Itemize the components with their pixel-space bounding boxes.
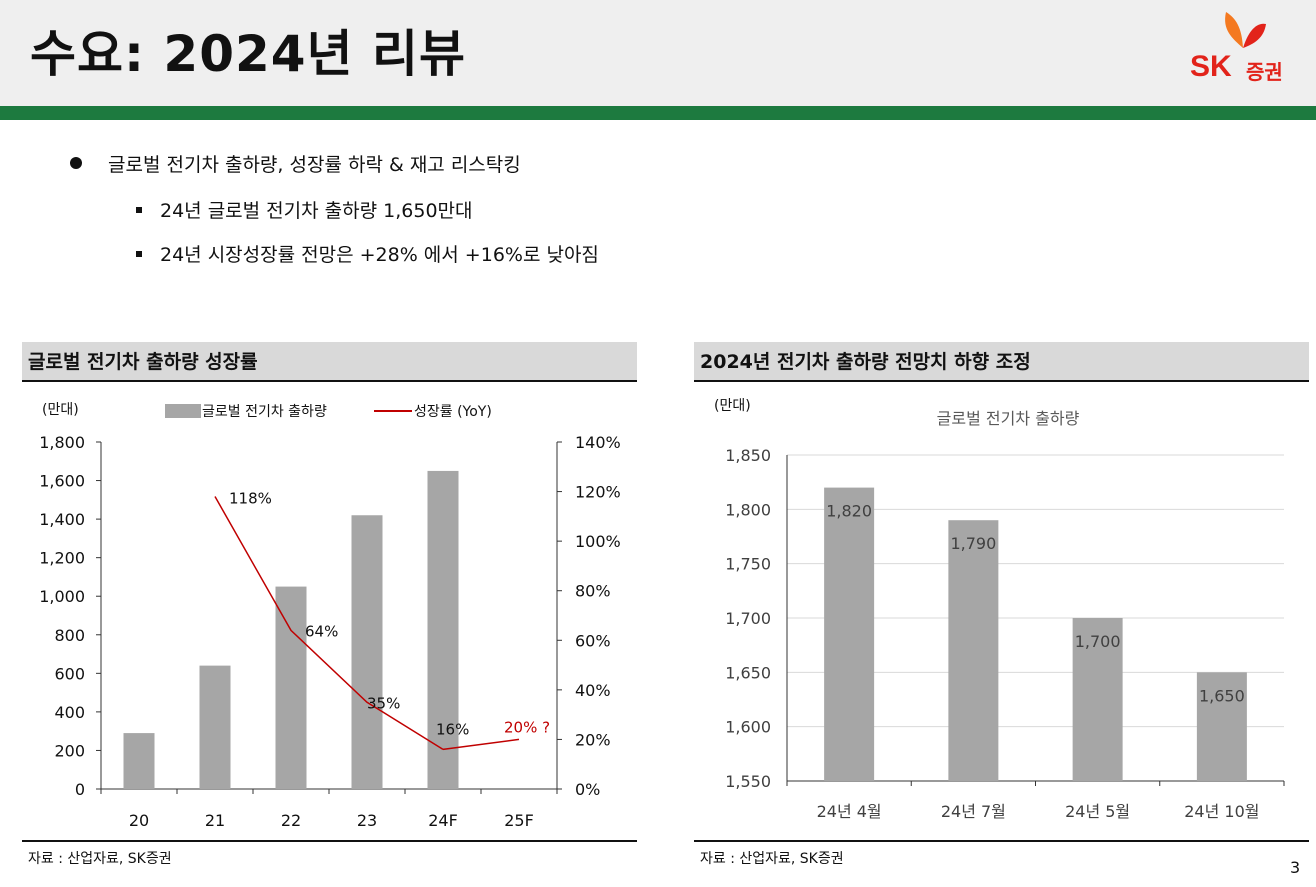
growth-data-label: 20% ?	[504, 718, 550, 736]
bullet-dot-icon	[70, 157, 82, 169]
bullet-sub: 24년 시장성장률 전망은 +28% 에서 +16%로 낮아짐	[136, 240, 599, 267]
shipment-bar	[427, 470, 459, 789]
bullet-main-text: 글로벌 전기차 출하량, 성장률 하락 & 재고 리스탁킹	[108, 154, 521, 176]
x-tick-label: 23	[357, 811, 377, 830]
forecast-bar	[1072, 618, 1123, 781]
left-panel-header: 글로벌 전기차 출하량 성장률	[22, 342, 637, 382]
y-tick-label: 1,800	[725, 500, 771, 519]
left-y-tick-label: 1,600	[39, 472, 85, 491]
bullet-square-icon	[136, 251, 142, 257]
x-tick-label: 24년 4월	[817, 802, 882, 821]
forecast-revision-chart: (만대) 글로벌 전기차 출하량 1,550 1,600 1,650 1,700 1,750…	[714, 398, 1285, 821]
bullet-sub-text: 24년 글로벌 전기차 출하량 1,650만대	[160, 200, 473, 222]
butterfly-icon	[1225, 12, 1266, 48]
forecast-bar	[824, 487, 875, 781]
growth-line	[214, 496, 444, 750]
bullet-sub-text: 24년 시장성장률 전망은 +28% 에서 +16%로 낮아짐	[160, 244, 599, 266]
right-y-tick-label: 80%	[575, 582, 611, 601]
growth-data-label: 64%	[305, 622, 338, 640]
left-y-tick-label: 800	[54, 626, 85, 645]
right-y-tick-label: 120%	[575, 483, 621, 502]
left-y-tick-label: 0	[75, 780, 85, 799]
header-bar	[0, 0, 1316, 106]
bullet-main: 글로벌 전기차 출하량, 성장률 하락 & 재고 리스탁킹	[70, 150, 521, 177]
logo-sk-text: SK	[1190, 50, 1232, 83]
x-tick-label: 24년 10월	[1184, 802, 1259, 821]
right-y-tick-label: 0%	[575, 780, 600, 799]
y-tick-label: 1,600	[725, 718, 771, 737]
left-y-tick-label: 400	[54, 703, 85, 722]
right-y-tick-label: 40%	[575, 681, 611, 700]
growth-line-forecast	[442, 738, 520, 751]
left-panel-footline	[22, 840, 637, 842]
page-title: 수요: 2024년 리뷰	[30, 25, 466, 83]
x-tick-label: 24년 5월	[1065, 802, 1130, 821]
shipment-bar	[123, 733, 155, 789]
x-tick-label: 25F	[504, 811, 534, 830]
right-y-tick-label: 100%	[575, 532, 621, 551]
left-y-tick-label: 1,000	[39, 587, 85, 606]
y-tick-label: 1,750	[725, 555, 771, 574]
growth-data-label: 35%	[367, 694, 400, 712]
bar-value-label: 1,700	[1075, 632, 1121, 651]
right-panel-header: 2024년 전기차 출하량 전망치 하향 조정	[694, 342, 1309, 382]
shipment-bar	[351, 515, 383, 789]
page-number: 3	[1290, 858, 1301, 877]
shipment-growth-chart: (만대) 글로벌 전기차 출하량 성장률 (YoY) 0 200 400 600 800 1,0…	[39, 402, 621, 830]
bullet-sub: 24년 글로벌 전기차 출하량 1,650만대	[136, 196, 473, 223]
logo-securities-text: 증권	[1246, 60, 1283, 84]
y-tick-label: 1,550	[725, 772, 771, 791]
bullet-square-icon	[136, 207, 142, 213]
right-y-tick-label: 20%	[575, 730, 611, 749]
growth-data-label: 118%	[229, 490, 272, 508]
left-y-tick-label: 1,400	[39, 510, 85, 529]
left-y-tick-label: 200	[54, 741, 85, 760]
left-y-tick-label: 1,200	[39, 549, 85, 568]
bar-value-label: 1,820	[826, 502, 872, 521]
x-tick-label: 22	[281, 811, 301, 830]
left-axis-unit-label: (만대)	[42, 402, 79, 418]
y-tick-label: 1,650	[725, 663, 771, 682]
header-accent-bar	[0, 106, 1316, 120]
right-panel-source: 자료 : 산업자료, SK증권	[700, 851, 844, 867]
x-tick-label: 21	[205, 811, 225, 830]
shipment-bar	[199, 665, 231, 789]
x-tick-label: 24F	[428, 811, 458, 830]
right-y-tick-label: 140%	[575, 433, 621, 452]
y-tick-label: 1,700	[725, 609, 771, 628]
bar-value-label: 1,650	[1199, 686, 1245, 705]
legend-bar-swatch	[165, 404, 201, 418]
right-y-tick-label: 60%	[575, 631, 611, 650]
y-tick-label: 1,850	[725, 446, 771, 465]
forecast-bar	[948, 520, 999, 781]
bar-value-label: 1,790	[950, 534, 996, 553]
chart-title: 글로벌 전기차 출하량	[937, 409, 1080, 428]
left-panel-source: 자료 : 산업자료, SK증권	[28, 851, 172, 867]
legend-line-label: 성장률 (YoY)	[414, 404, 492, 420]
forecast-bar	[1196, 672, 1247, 781]
shipment-bar	[275, 586, 307, 789]
x-tick-label: 20	[129, 811, 149, 830]
right-panel-footline	[694, 840, 1309, 842]
left-y-tick-label: 600	[54, 664, 85, 683]
growth-data-label: 16%	[436, 720, 469, 738]
x-tick-label: 24년 7월	[941, 802, 1006, 821]
sk-logo: SK 증권	[1188, 8, 1313, 88]
left-y-tick-label: 1,800	[39, 433, 85, 452]
right-axis-unit-label: (만대)	[714, 398, 751, 414]
legend-bar-label: 글로벌 전기차 출하량	[202, 404, 327, 420]
